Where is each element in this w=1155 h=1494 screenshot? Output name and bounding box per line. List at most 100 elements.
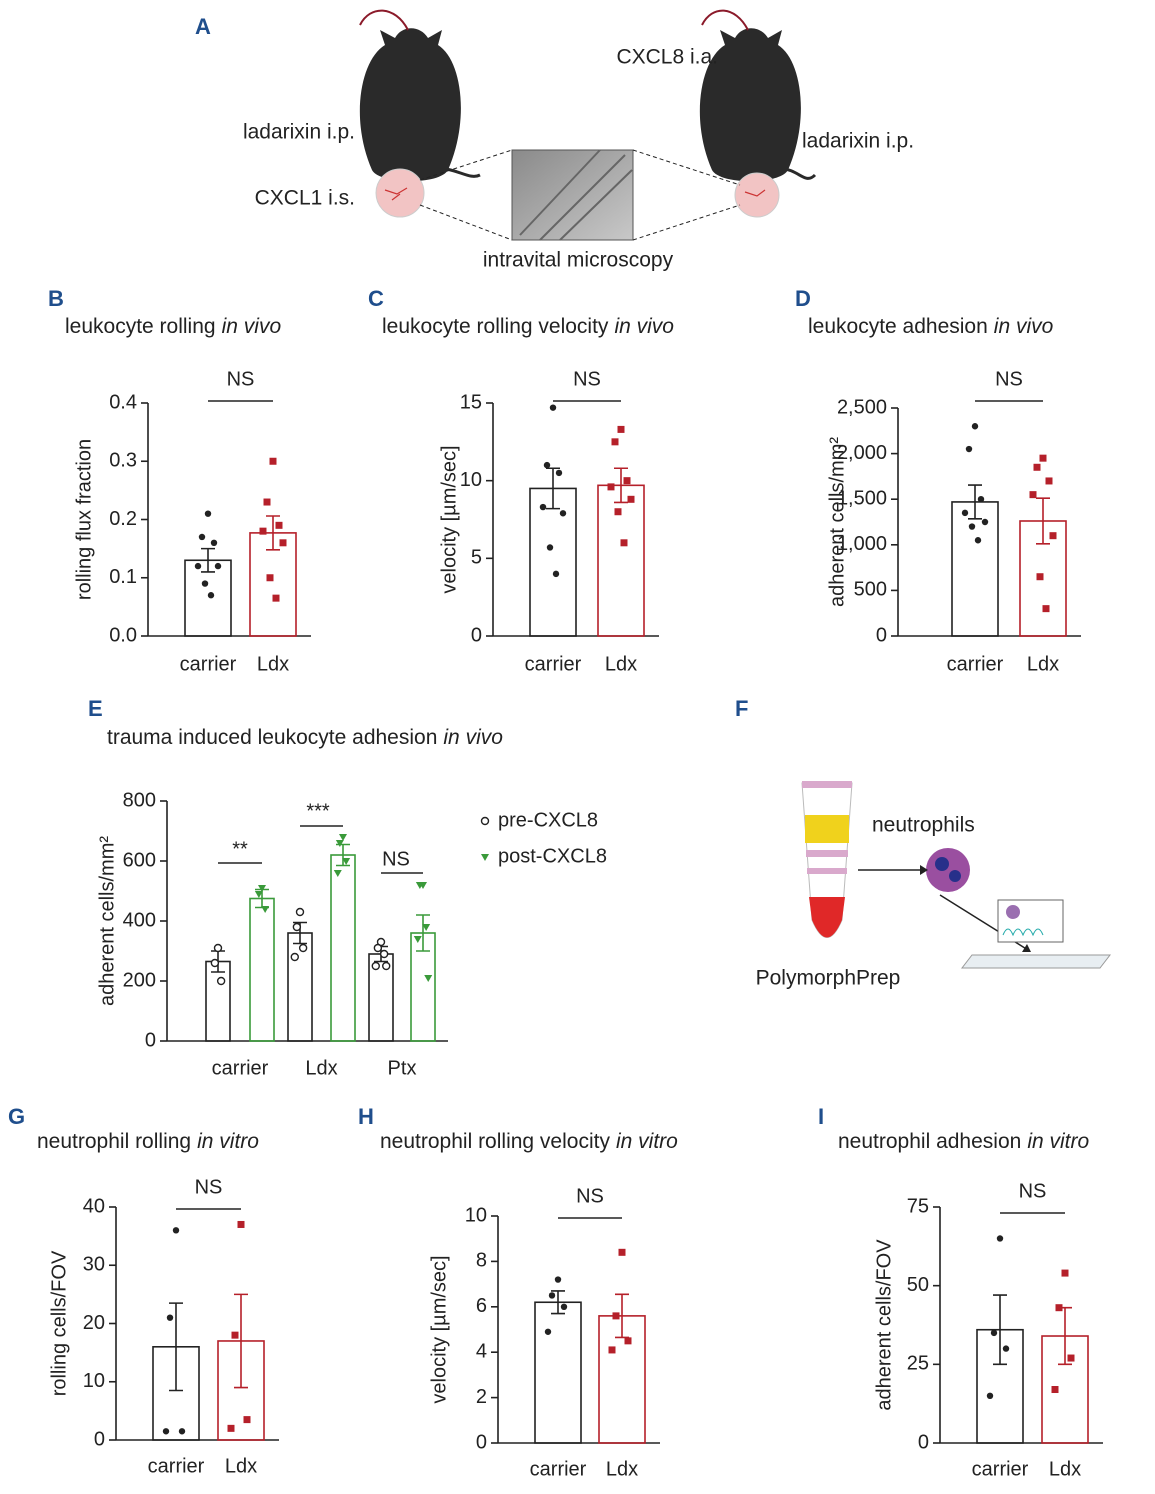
- data-point: [339, 834, 347, 841]
- y-tick-label: 50: [907, 1274, 929, 1296]
- mouse-right: [699, 9, 817, 218]
- y-tick-label: 0: [471, 624, 482, 646]
- chart-title: leukocyte rolling in vivo: [65, 315, 281, 338]
- panel-label: D: [795, 286, 811, 311]
- y-axis-label: adherent cells/mm²: [96, 836, 118, 1006]
- data-point: [261, 906, 270, 913]
- data-point: [371, 961, 380, 971]
- panel-a: A ladarixin i.p. CXCL1 i.s. CXCL8 i.a. l…: [195, 9, 914, 272]
- data-point: [1049, 532, 1057, 540]
- data-point: [210, 539, 218, 546]
- significance-label: **: [232, 838, 248, 860]
- data-point: [608, 1346, 616, 1354]
- y-tick-label: 1,500: [837, 487, 887, 509]
- significance-label: NS: [1019, 1180, 1047, 1202]
- data-point: [269, 457, 277, 465]
- data-point: [1051, 1386, 1059, 1394]
- data-point: [961, 509, 969, 517]
- data-point: [968, 523, 976, 530]
- vessels: [519, 149, 633, 241]
- bar: [534, 1301, 582, 1444]
- tube-band: [809, 897, 845, 938]
- x-tick-label: carrier: [525, 653, 582, 675]
- data-point: [422, 924, 431, 931]
- drug-label: ladarixin i.p.: [243, 121, 355, 144]
- zoom-lines: [419, 149, 741, 241]
- data-point: [1045, 477, 1053, 485]
- y-tick-label: 0: [918, 1431, 929, 1453]
- panel-label: H: [358, 1104, 374, 1129]
- y-tick-label: 10: [460, 469, 482, 491]
- y-tick-label: 0.4: [109, 391, 137, 413]
- microscopy-image: [511, 149, 634, 241]
- x-tick-label: Ldx: [257, 653, 289, 675]
- data-point: [266, 574, 274, 582]
- panel-label: C: [368, 286, 384, 311]
- data-point: [290, 952, 299, 962]
- data-point: [162, 1428, 170, 1435]
- tube-band: [802, 781, 852, 788]
- significance-label: NS: [382, 848, 410, 870]
- data-point: [1029, 491, 1037, 499]
- significance-label: NS: [227, 368, 255, 390]
- data-point: [1061, 1269, 1069, 1277]
- error-bar: [416, 914, 430, 952]
- error-bar: [551, 1290, 565, 1315]
- title-text: neutrophil rolling: [37, 1130, 191, 1153]
- y-tick-label: 0.0: [109, 624, 137, 646]
- y-tick-label: 0.1: [109, 566, 137, 588]
- error-bar: [968, 484, 982, 520]
- cells-label: neutrophils: [872, 814, 975, 837]
- method-label: PolymorphPrep: [756, 967, 901, 990]
- data-point: [549, 404, 557, 411]
- data-point: [231, 1331, 239, 1339]
- y-tick-label: 400: [123, 909, 156, 931]
- data-point: [259, 527, 267, 535]
- data-point: [237, 1220, 245, 1228]
- data-point: [1039, 454, 1047, 462]
- data-point: [555, 469, 563, 477]
- tube-band: [807, 868, 847, 874]
- legend-label: post-CXCL8: [498, 845, 607, 867]
- stimulus-label: CXCL8 i.a.: [616, 46, 718, 69]
- y-tick-label: 15: [460, 391, 482, 413]
- data-point: [258, 885, 266, 892]
- x-tick-label: carrier: [212, 1057, 269, 1079]
- data-point: [272, 594, 280, 602]
- data-point: [620, 539, 628, 547]
- stimulus-label: CXCL1 i.s.: [255, 187, 355, 210]
- y-tick-label: 5: [471, 547, 482, 569]
- x-tick-label: carrier: [972, 1458, 1029, 1480]
- data-point: [254, 891, 263, 898]
- drug-label: ladarixin i.p.: [802, 130, 914, 153]
- data-point: [990, 1329, 998, 1337]
- data-point: [1036, 573, 1044, 581]
- y-tick-label: 600: [123, 849, 156, 871]
- data-point: [243, 1416, 251, 1424]
- error-bar: [201, 547, 215, 573]
- panel-label: I: [818, 1104, 824, 1129]
- y-tick-label: 6: [476, 1295, 487, 1317]
- data-point: [624, 1337, 632, 1345]
- data-point: [965, 445, 973, 453]
- data-point: [213, 943, 223, 953]
- title-text: leukocyte rolling: [65, 315, 216, 338]
- significance-label: ***: [306, 800, 330, 822]
- y-axis-label: rolling flux fraction: [73, 439, 95, 600]
- y-tick-label: 0.3: [109, 450, 137, 472]
- data-point: [216, 976, 226, 986]
- chart-title: leukocyte adhesion in vivo: [808, 315, 1054, 338]
- y-tick-label: 800: [123, 789, 156, 811]
- data-point: [424, 975, 433, 982]
- title-text: trauma induced leukocyte adhesion: [107, 726, 437, 749]
- data-point: [996, 1235, 1004, 1242]
- data-point: [227, 1424, 235, 1432]
- x-tick-label: Ptx: [388, 1057, 417, 1079]
- neutrophil: [926, 848, 970, 892]
